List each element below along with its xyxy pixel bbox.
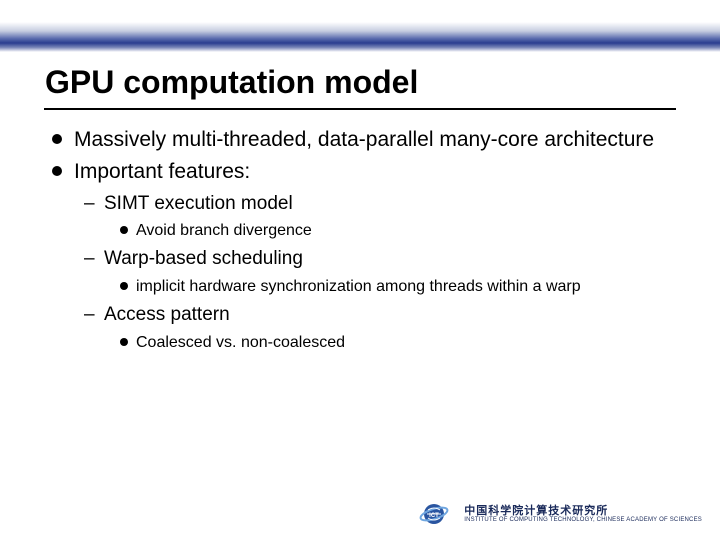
bullet-list-level3: Avoid branch divergence bbox=[120, 219, 672, 242]
content-area: Massively multi-threaded, data-parallel … bbox=[52, 126, 672, 358]
footer-institute-cn: 中国科学院计算技术研究所 bbox=[464, 505, 702, 517]
decorative-band bbox=[0, 22, 720, 52]
bullet-l1: Massively multi-threaded, data-parallel … bbox=[52, 126, 672, 154]
title-underline bbox=[44, 108, 676, 110]
bullet-text: implicit hardware synchronization among … bbox=[136, 278, 581, 295]
bullet-text: Important features: bbox=[74, 160, 250, 183]
bullet-text: Warp-based scheduling bbox=[104, 248, 303, 269]
bullet-list-level1: Massively multi-threaded, data-parallel … bbox=[52, 126, 672, 354]
slide: GPU computation model Massively multi-th… bbox=[0, 0, 720, 540]
bullet-l3: Coalesced vs. non-coalesced bbox=[120, 331, 672, 354]
footer-institute-en: INSTITUTE OF COMPUTING TECHNOLOGY, CHINE… bbox=[464, 517, 702, 524]
footer: ICT 中国科学院计算技术研究所 INSTITUTE OF COMPUTING … bbox=[416, 500, 702, 528]
svg-text:ICT: ICT bbox=[429, 513, 439, 519]
bullet-list-level3: Coalesced vs. non-coalesced bbox=[120, 331, 672, 354]
bullet-l2: Warp-based scheduling implicit hardware … bbox=[84, 246, 672, 298]
bullet-text: Coalesced vs. non-coalesced bbox=[136, 334, 345, 351]
bullet-l3: Avoid branch divergence bbox=[120, 219, 672, 242]
bullet-l2: SIMT execution model Avoid branch diverg… bbox=[84, 191, 672, 243]
bullet-l2: Access pattern Coalesced vs. non-coalesc… bbox=[84, 302, 672, 354]
slide-title: GPU computation model bbox=[45, 64, 418, 101]
bullet-text: Massively multi-threaded, data-parallel … bbox=[74, 128, 654, 151]
institute-logo-icon: ICT bbox=[416, 500, 456, 528]
footer-text-block: 中国科学院计算技术研究所 INSTITUTE OF COMPUTING TECH… bbox=[464, 505, 702, 524]
bullet-l3: implicit hardware synchronization among … bbox=[120, 275, 672, 298]
bullet-list-level2: SIMT execution model Avoid branch diverg… bbox=[84, 191, 672, 354]
bullet-l1: Important features: SIMT execution model… bbox=[52, 158, 672, 354]
bullet-text: SIMT execution model bbox=[104, 193, 293, 214]
bullet-text: Avoid branch divergence bbox=[136, 222, 312, 239]
bullet-text: Access pattern bbox=[104, 304, 230, 325]
bullet-list-level3: implicit hardware synchronization among … bbox=[120, 275, 672, 298]
